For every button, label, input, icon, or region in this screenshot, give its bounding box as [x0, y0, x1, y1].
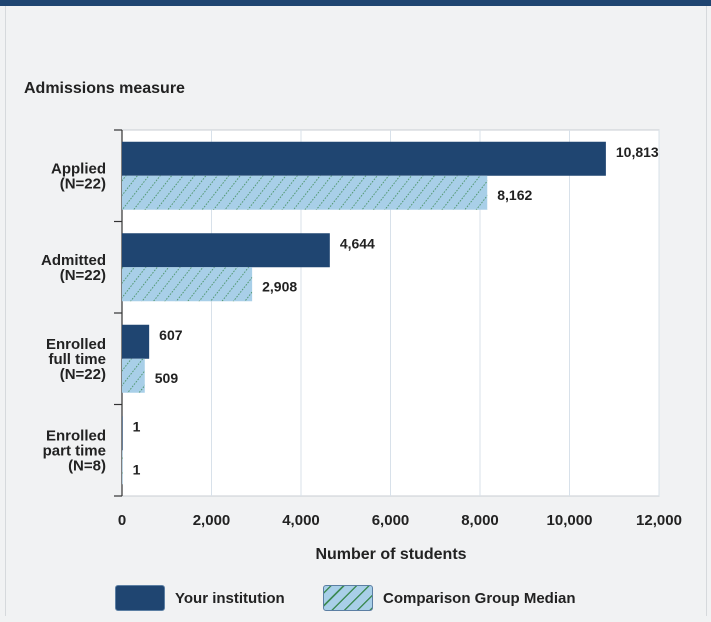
chart-title: Admissions measure	[24, 80, 185, 97]
top-accent-bar	[0, 0, 711, 6]
legend-item-your-institution: Your institution	[115, 585, 285, 611]
legend-swatch-primary	[115, 585, 165, 611]
x-tick-label: 6,000	[372, 512, 410, 529]
data-label-comparison: 2,908	[262, 278, 297, 294]
legend-item-comparison: Comparison Group Median	[323, 585, 576, 611]
x-tick-label: 10,000	[547, 512, 593, 529]
data-label-comparison: 1	[133, 461, 141, 477]
x-tick-label: 12,000	[636, 512, 682, 529]
category-label-line: (N=8)	[68, 457, 106, 474]
bar-your-institution	[122, 233, 330, 268]
bar-chart: 0 2,000 4,000 6,000 8,000 10,000 12,000 Number …	[41, 129, 682, 563]
category-label-line: (N=22)	[60, 267, 106, 284]
category-label-line: Admitted	[41, 252, 106, 269]
bar-comparison-median	[122, 358, 145, 393]
data-label-comparison: 509	[155, 370, 179, 386]
legend-label-primary: Your institution	[175, 589, 285, 607]
x-axis-label: Number of students	[315, 546, 466, 563]
category-label-line: full time	[48, 351, 106, 368]
x-tick-label: 4,000	[282, 512, 320, 529]
data-label-your-institution: 607	[159, 327, 183, 343]
bar-your-institution	[122, 324, 150, 359]
chart-legend: Your institution Comparison Group Median	[0, 585, 711, 613]
category-label-line: (N=22)	[60, 175, 106, 192]
bar-comparison-median	[122, 450, 123, 485]
data-label-your-institution: 10,813	[616, 144, 659, 160]
category-label-line: Enrolled	[46, 427, 106, 444]
category-label-line: part time	[43, 442, 106, 459]
bar-comparison-median	[122, 267, 253, 302]
data-label-your-institution: 1	[133, 418, 141, 434]
bar-your-institution	[122, 416, 123, 451]
x-tick-label: 8,000	[461, 512, 499, 529]
category-label-line: Enrolled	[46, 336, 106, 353]
x-tick-label: 2,000	[193, 512, 231, 529]
category-label: Enrolled full time (N=22)	[46, 336, 106, 383]
bar-comparison-median	[122, 175, 488, 210]
data-label-comparison: 8,162	[497, 187, 532, 203]
category-label: Admitted (N=22)	[41, 252, 106, 284]
category-label: Applied (N=22)	[51, 160, 106, 192]
category-label-line: Applied	[51, 160, 106, 177]
x-tick-label: 0	[118, 512, 126, 529]
data-label-your-institution: 4,644	[340, 235, 375, 251]
legend-label-comparison: Comparison Group Median	[383, 589, 576, 607]
category-label-line: (N=22)	[60, 366, 106, 383]
bar-your-institution	[122, 141, 606, 176]
legend-swatch-comparison	[323, 585, 373, 611]
category-label: Enrolled part time (N=8)	[43, 427, 106, 474]
